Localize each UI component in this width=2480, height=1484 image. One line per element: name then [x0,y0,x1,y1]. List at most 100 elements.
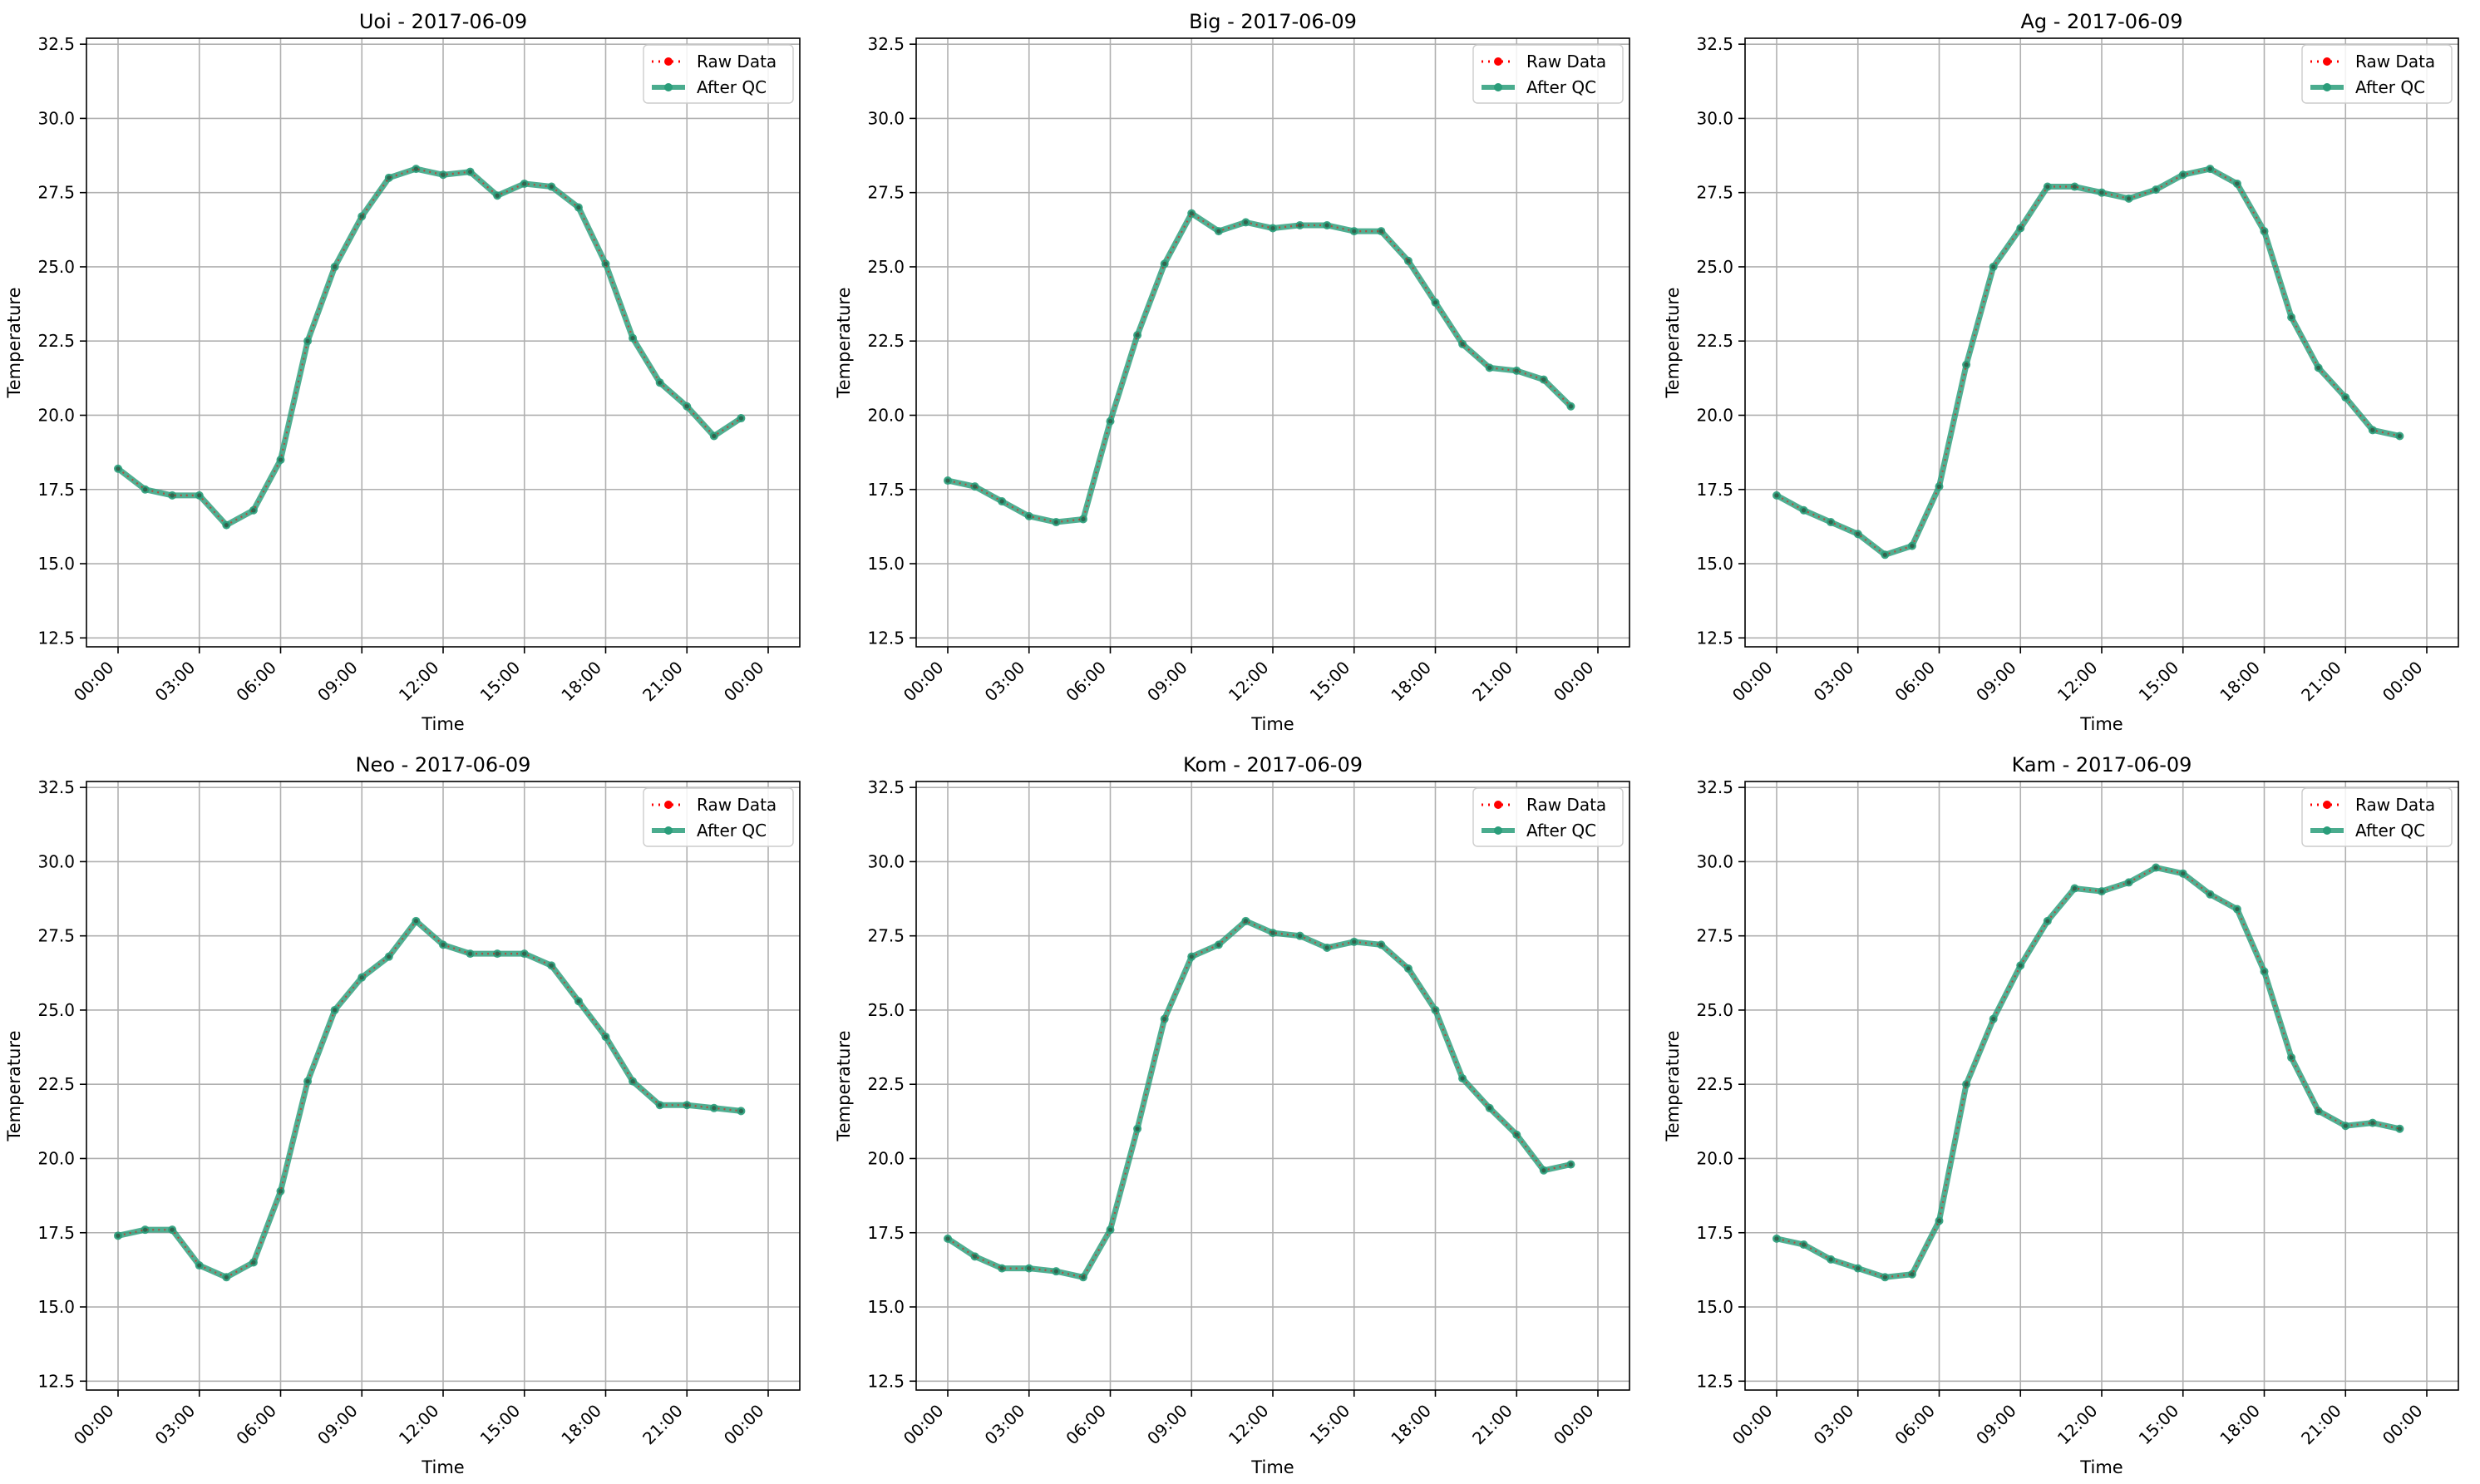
data-point-raw-data [2099,190,2104,195]
y-tick-label: 32.5 [867,777,905,797]
data-point-raw-data [1107,419,1113,424]
x-tick-label: 15:00 [2135,1401,2183,1449]
y-tick-label: 30.0 [37,108,75,128]
x-tick-label: 09:00 [313,658,362,706]
data-point-raw-data [738,416,744,421]
data-point-raw-data [712,433,717,439]
data-point-raw-data [2072,885,2078,891]
y-tick-label: 12.5 [867,628,905,648]
x-tick-label: 00:00 [2379,1401,2427,1449]
data-point-raw-data [2181,871,2186,876]
y-tick-label: 27.5 [867,926,905,946]
data-point-raw-data [1352,229,1357,234]
data-point-raw-data [1053,520,1058,525]
data-point-raw-data [467,170,473,175]
data-point-raw-data [2370,427,2375,432]
data-point-raw-data [1774,1236,1779,1241]
x-tick-label: 21:00 [638,658,687,706]
data-point-raw-data [1460,342,1465,347]
series-line-raw-data [1776,866,2400,1279]
x-tick-label: 00:00 [720,1401,768,1449]
data-point-raw-data [522,181,527,186]
y-tick-label: 25.0 [37,1000,75,1020]
data-point-raw-data [1297,223,1303,228]
legend-label-raw-data: Raw Data [697,795,777,815]
data-point-raw-data [441,942,446,947]
data-point-raw-data [2207,892,2212,897]
legend-label-raw-data: Raw Data [2355,52,2435,71]
data-point-raw-data [1568,404,1574,409]
y-axis-label: Temperature [4,287,24,398]
data-point-raw-data [1460,1076,1465,1081]
data-point-raw-data [1378,942,1383,947]
x-axis-label: Time [421,1457,464,1477]
subplot-4: 00:00 03:00 06:00 09:00 12:00 15:00 18:00 21:00… [4,753,801,1477]
x-tick-label: 12:00 [2054,658,2102,706]
y-tick-label: 22.5 [1696,331,1733,351]
x-tick-label: 15:00 [1306,1401,1354,1449]
data-point-raw-data [2153,865,2158,870]
data-point-raw-data [945,1236,950,1241]
x-tick-label: 03:00 [1810,1401,1858,1449]
data-point-raw-data [1541,1168,1546,1173]
series-line-after-qc [944,918,1574,1280]
y-tick-label: 15.0 [867,1297,905,1317]
data-point-raw-data [1135,333,1140,338]
subplot-2: 00:00 03:00 06:00 09:00 12:00 15:00 18:00 21:00… [834,10,1630,734]
data-point-raw-data [1107,1227,1113,1232]
subplot-1: 00:00 03:00 06:00 09:00 12:00 15:00 18:00 21:00… [4,10,801,734]
data-point-raw-data [2235,906,2240,912]
legend-marker-after-qc [2323,826,2331,835]
y-tick-label: 32.5 [867,34,905,54]
y-tick-label: 30.0 [867,851,905,871]
legend-label-raw-data: Raw Data [1526,52,1606,71]
data-point-raw-data [712,1106,717,1111]
legend-label-after-qc: After QC [1526,77,1596,97]
data-point-raw-data [1243,219,1249,224]
data-point-raw-data [549,184,554,190]
y-tick-label: 30.0 [867,108,905,128]
data-point-raw-data [2153,187,2158,192]
series-line-raw-data [117,919,742,1279]
x-tick-label: 06:00 [1891,658,1939,706]
series-line-after-qc [1773,165,2403,558]
y-tick-label: 27.5 [867,183,905,203]
data-point-raw-data [197,1263,202,1268]
y-axis-label: Temperature [834,287,854,398]
y-tick-label: 20.0 [1696,405,1733,425]
y-tick-label: 15.0 [867,554,905,574]
data-point-raw-data [1270,930,1275,935]
data-point-raw-data [2261,969,2267,974]
y-tick-label: 17.5 [867,480,905,500]
y-tick-label: 22.5 [1696,1074,1733,1094]
x-tick-label: 09:00 [1143,1401,1191,1449]
legend: Raw Data After QC [643,787,794,847]
data-point-raw-data [1991,264,1996,269]
y-tick-label: 27.5 [37,183,75,203]
data-point-raw-data [1135,1127,1140,1131]
x-tick-label: 00:00 [70,658,118,706]
data-point-raw-data [2045,919,2050,924]
y-tick-label: 12.5 [37,1371,75,1391]
y-tick-label: 32.5 [37,34,75,54]
x-tick-label: 06:00 [232,1401,280,1449]
data-point-raw-data [522,951,527,956]
data-point-raw-data [1541,377,1546,382]
data-point-raw-data [333,1008,338,1013]
y-tick-label: 22.5 [37,331,75,351]
data-point-raw-data [2343,1123,2348,1128]
data-point-raw-data [603,1034,609,1039]
data-point-raw-data [1882,1274,1887,1279]
data-point-raw-data [1487,365,1492,370]
y-tick-label: 32.5 [1696,777,1733,797]
data-point-raw-data [2207,166,2212,171]
x-tick-label: 18:00 [2216,658,2264,706]
legend: Raw Data After QC [643,44,794,104]
data-point-raw-data [1378,229,1383,234]
data-point-raw-data [684,1102,689,1107]
subplot-title: Uoi - 2017-06-09 [359,10,527,33]
data-point-raw-data [467,951,473,956]
legend-label-after-qc: After QC [2355,77,2425,97]
y-tick-label: 15.0 [37,554,75,574]
data-point-raw-data [1991,1017,1996,1022]
